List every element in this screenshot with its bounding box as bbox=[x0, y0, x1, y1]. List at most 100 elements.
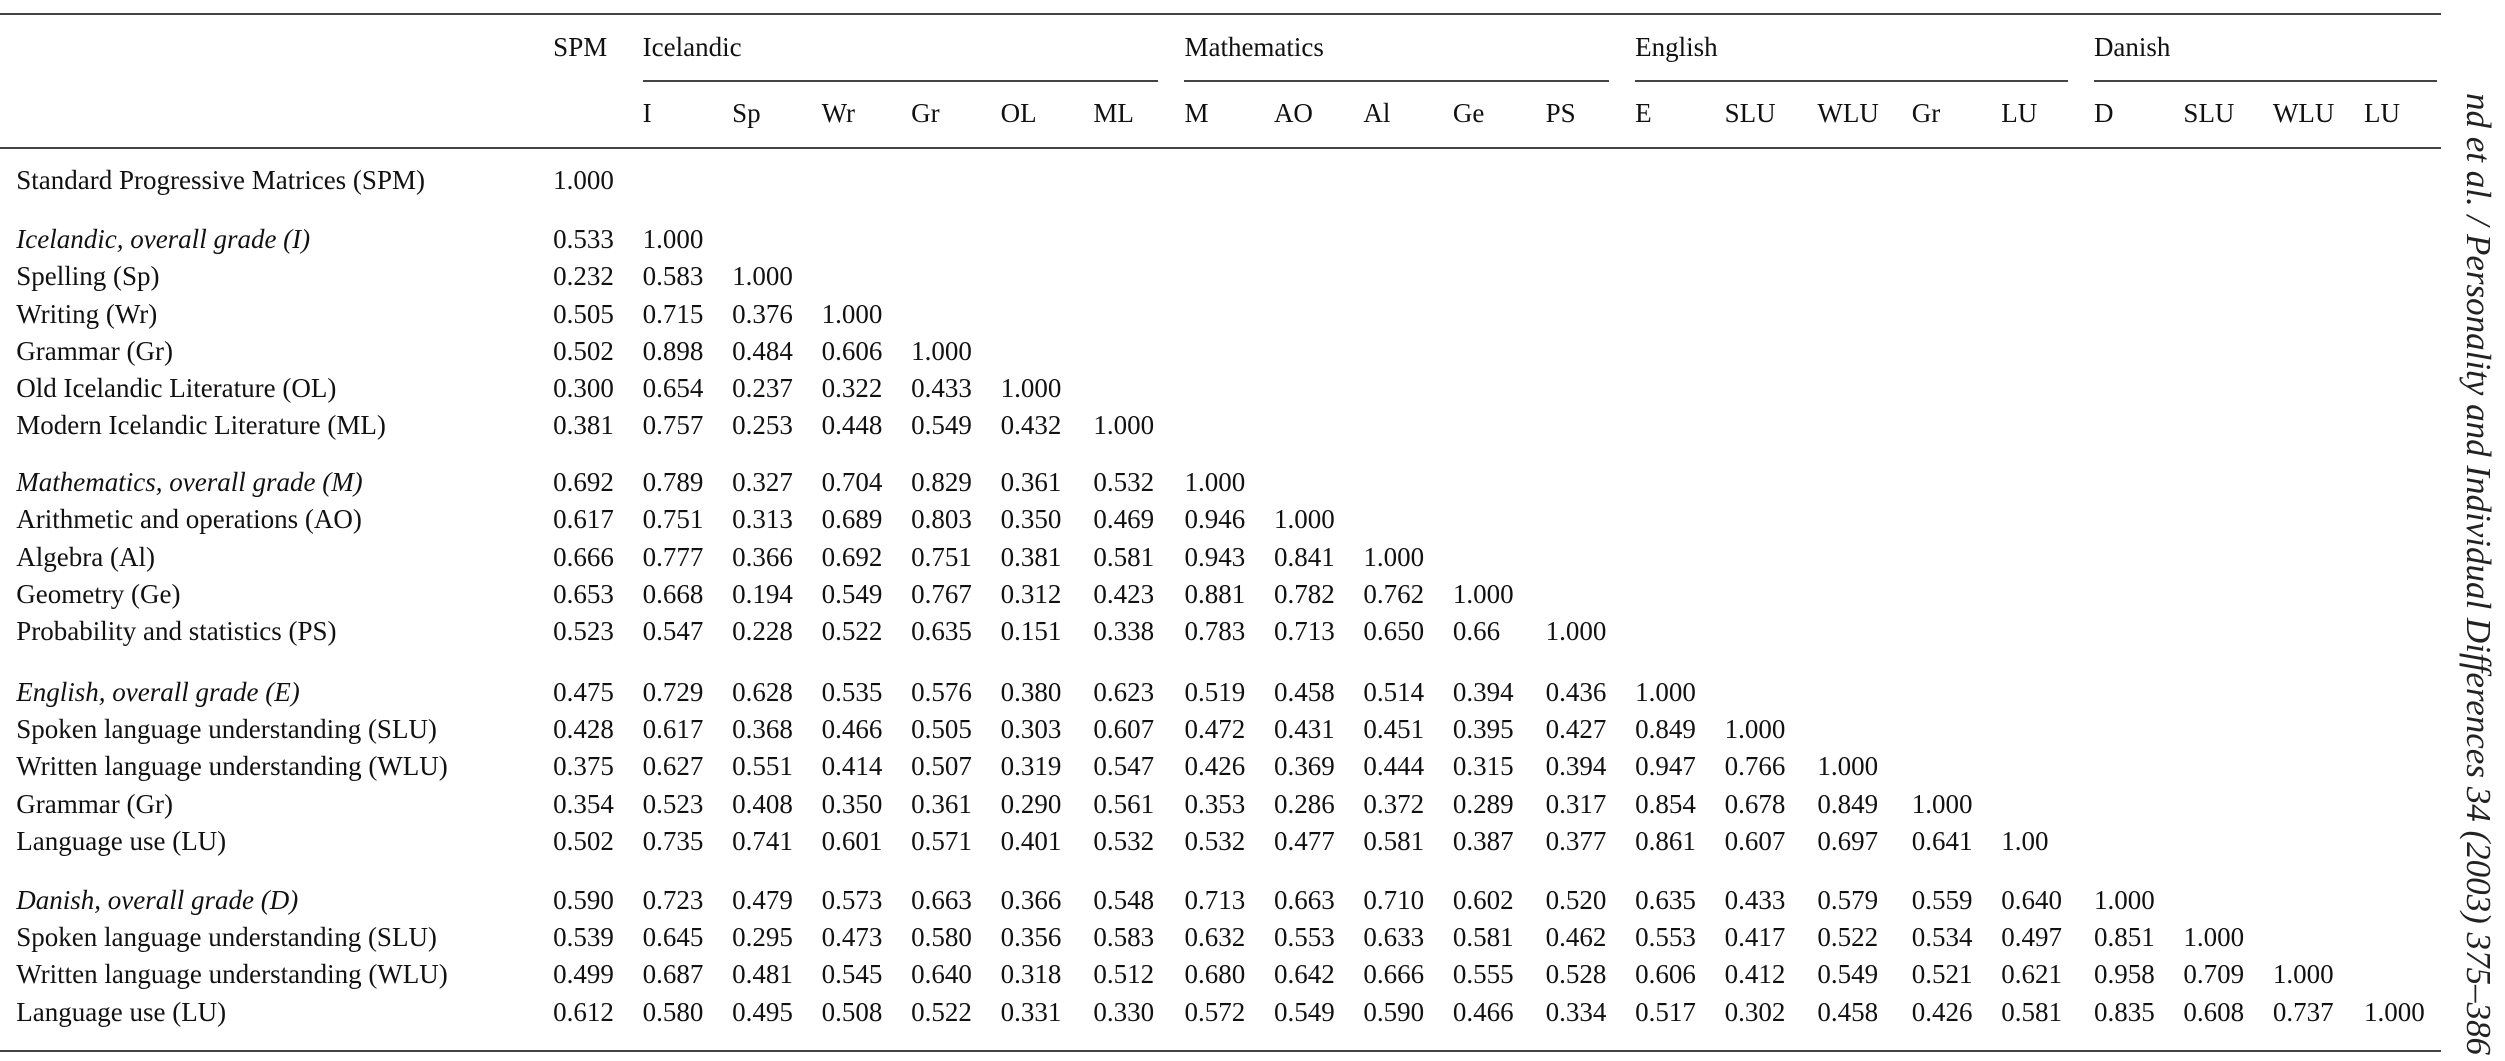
cell: 0.380 bbox=[1000, 676, 1062, 707]
cell: 0.783 bbox=[1184, 616, 1246, 647]
cell: 0.300 bbox=[553, 373, 614, 404]
cell: 0.376 bbox=[732, 298, 793, 329]
cell: 0.303 bbox=[1000, 714, 1062, 745]
cell: 0.757 bbox=[642, 410, 704, 441]
cell: 0.692 bbox=[553, 467, 614, 498]
column-header: AO bbox=[1273, 97, 1313, 128]
cell: 1.000 bbox=[911, 335, 972, 366]
cell: 0.377 bbox=[1545, 825, 1607, 856]
cell: 0.507 bbox=[911, 751, 972, 782]
cell: 0.533 bbox=[553, 224, 614, 254]
cell: 0.466 bbox=[821, 714, 883, 745]
cell: 0.692 bbox=[821, 541, 883, 572]
cell: 0.573 bbox=[821, 884, 883, 915]
cell: 0.366 bbox=[1000, 884, 1062, 915]
cell: 0.621 bbox=[2001, 959, 2062, 990]
cell: 0.803 bbox=[911, 504, 972, 535]
cell: 0.497 bbox=[2001, 922, 2062, 953]
cell: 0.532 bbox=[1184, 825, 1246, 856]
cell: 0.640 bbox=[911, 959, 972, 990]
cell: 0.762 bbox=[1363, 579, 1425, 610]
cell: 0.678 bbox=[1724, 788, 1786, 819]
cell: 0.737 bbox=[2272, 996, 2334, 1027]
cell: 0.561 bbox=[1093, 788, 1155, 819]
cell: 0.666 bbox=[1363, 959, 1425, 990]
cell: 0.473 bbox=[821, 922, 883, 953]
cell: 0.583 bbox=[642, 261, 704, 292]
cell: 0.607 bbox=[1093, 714, 1155, 745]
row-label: Old Icelandic Literature (OL) bbox=[16, 373, 337, 404]
row-label: Standard Progressive Matrices (SPM) bbox=[16, 164, 425, 195]
cell: 0.947 bbox=[1635, 751, 1696, 782]
cell: 0.327 bbox=[732, 467, 793, 498]
cell: 0.523 bbox=[553, 616, 614, 647]
cell: 0.635 bbox=[1635, 884, 1696, 915]
cell: 0.426 bbox=[1911, 996, 1973, 1027]
row-label: Spelling (Sp) bbox=[16, 261, 160, 292]
cell: 0.505 bbox=[911, 714, 972, 745]
cell: 0.502 bbox=[553, 825, 614, 856]
header-rule bbox=[0, 147, 2441, 150]
cell: 0.431 bbox=[1273, 714, 1335, 745]
cell: 0.423 bbox=[1093, 579, 1155, 610]
cell: 0.286 bbox=[1273, 788, 1335, 819]
column-header: Gr bbox=[1911, 97, 1941, 128]
cell: 0.641 bbox=[1911, 825, 1973, 856]
cell: 0.394 bbox=[1452, 676, 1514, 707]
column-header: WLU bbox=[2272, 97, 2335, 128]
cell: 0.590 bbox=[1363, 996, 1425, 1027]
group-header: Mathematics bbox=[1184, 32, 1324, 62]
cell: 0.617 bbox=[553, 504, 614, 535]
row-label: Arithmetic and operations (AO) bbox=[16, 504, 362, 535]
cell: 0.663 bbox=[911, 884, 972, 915]
column-header: SPM bbox=[553, 32, 608, 62]
cell: 0.608 bbox=[2183, 996, 2245, 1027]
column-header: OL bbox=[1000, 97, 1037, 128]
cell: 1.000 bbox=[1911, 788, 1973, 819]
cell: 0.668 bbox=[642, 579, 704, 610]
cell: 0.466 bbox=[1452, 996, 1514, 1027]
cell: 0.581 bbox=[1093, 541, 1155, 572]
cell: 1.000 bbox=[553, 164, 614, 195]
cell: 0.426 bbox=[1184, 751, 1246, 782]
cell: 0.505 bbox=[553, 298, 614, 329]
cell: 0.369 bbox=[1273, 751, 1335, 782]
cell: 0.253 bbox=[732, 410, 793, 441]
row-label: Written language understanding (WLU) bbox=[16, 959, 448, 990]
cell: 0.689 bbox=[821, 504, 883, 535]
column-header: PS bbox=[1545, 97, 1576, 128]
cell: 0.861 bbox=[1635, 825, 1696, 856]
cell: 0.535 bbox=[821, 676, 883, 707]
cell: 0.632 bbox=[1184, 922, 1246, 953]
cell: 0.601 bbox=[821, 825, 883, 856]
cell: 0.581 bbox=[1452, 922, 1514, 953]
cell: 0.617 bbox=[642, 714, 704, 745]
cell: 0.553 bbox=[1273, 922, 1335, 953]
cell: 0.523 bbox=[642, 788, 704, 819]
cell: 0.484 bbox=[732, 335, 793, 366]
row-label: Spoken language understanding (SLU) bbox=[16, 922, 437, 953]
cell: 0.881 bbox=[1184, 579, 1246, 610]
cell: 0.499 bbox=[553, 959, 614, 990]
cell: 0.958 bbox=[2093, 959, 2155, 990]
cell: 1.000 bbox=[2183, 922, 2245, 953]
row-label: Algebra (Al) bbox=[16, 541, 155, 572]
cell: 0.313 bbox=[732, 504, 793, 535]
cell: 0.361 bbox=[1000, 467, 1062, 498]
cell: 0.741 bbox=[732, 825, 793, 856]
cell: 0.627 bbox=[642, 751, 704, 782]
cell: 1.000 bbox=[1724, 714, 1786, 745]
row-label: Language use (LU) bbox=[16, 996, 227, 1027]
cell: 0.654 bbox=[642, 373, 704, 404]
cell: 0.481 bbox=[732, 959, 793, 990]
row-label: Grammar (Gr) bbox=[16, 335, 173, 366]
cell: 1.000 bbox=[2364, 996, 2425, 1027]
group-rule bbox=[1635, 80, 2068, 82]
cell: 0.723 bbox=[642, 884, 704, 915]
row-label: Geometry (Ge) bbox=[16, 579, 181, 610]
cell: 0.590 bbox=[553, 884, 614, 915]
cell: 0.521 bbox=[1911, 959, 1973, 990]
bottom-rule bbox=[0, 1049, 2441, 1052]
cell: 0.414 bbox=[821, 751, 883, 782]
cell: 0.898 bbox=[642, 335, 704, 366]
